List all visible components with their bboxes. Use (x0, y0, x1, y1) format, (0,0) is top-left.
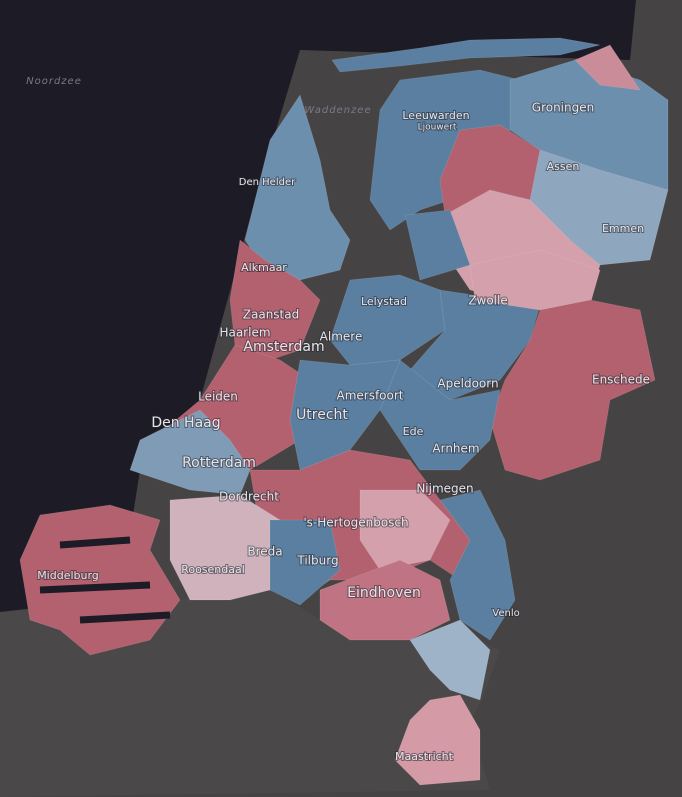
region (379, 359, 501, 471)
place-label: Leiden (198, 390, 238, 404)
place-label: Eindhoven (347, 585, 421, 601)
place-label: Almere (320, 330, 363, 344)
place-label: Rotterdam (182, 455, 256, 471)
region (229, 239, 321, 361)
place-label: Ede (403, 425, 424, 438)
place-label: Apeldoorn (437, 377, 498, 391)
region (269, 519, 341, 606)
sea-label: Waddenzee (304, 105, 371, 116)
sea-label: Noordzee (26, 76, 82, 87)
place-label: Den Haag (151, 415, 220, 431)
water (39, 536, 171, 624)
place-label: Utrecht (296, 407, 348, 423)
place-label: Nijmegen (416, 482, 473, 496)
region (319, 559, 451, 641)
region (289, 359, 401, 471)
place-label: Groningen (532, 101, 594, 115)
place-label: Den Helder (239, 177, 296, 188)
place-label: 's-Hertogenbosch (303, 516, 408, 530)
place-label: Emmen (602, 222, 644, 235)
place-label: Lelystad (361, 295, 407, 308)
region (409, 619, 491, 701)
place-label: Venlo (492, 608, 519, 619)
place-label: Leeuwarden (402, 109, 469, 122)
place-label: Breda (247, 545, 282, 559)
region (439, 489, 516, 641)
region (394, 694, 481, 786)
place-label: Amersfoort (336, 389, 403, 403)
place-label: Roosendaal (181, 563, 245, 576)
region (169, 494, 281, 601)
place-label: Amsterdam (243, 339, 324, 355)
region (574, 44, 641, 91)
place-label: Zwolle (468, 294, 507, 308)
place-label: Assen (547, 160, 580, 173)
place-label: Ljouwert (418, 123, 457, 133)
place-label: Tilburg (296, 554, 338, 568)
place-label: Dordrecht (219, 490, 279, 504)
place-label: Middelburg (37, 569, 99, 582)
place-label: Haarlem (219, 326, 270, 340)
place-label: Alkmaar (241, 261, 287, 274)
region (359, 489, 451, 571)
region (331, 37, 601, 73)
place-label: Arnhem (432, 442, 479, 456)
region (129, 409, 251, 496)
place-label: Zaanstad (243, 308, 299, 322)
regions (19, 37, 669, 786)
place-label: Maastricht (395, 750, 454, 763)
region (329, 274, 446, 366)
place-label: Enschede (592, 373, 650, 387)
region (489, 299, 656, 481)
region (409, 289, 541, 401)
